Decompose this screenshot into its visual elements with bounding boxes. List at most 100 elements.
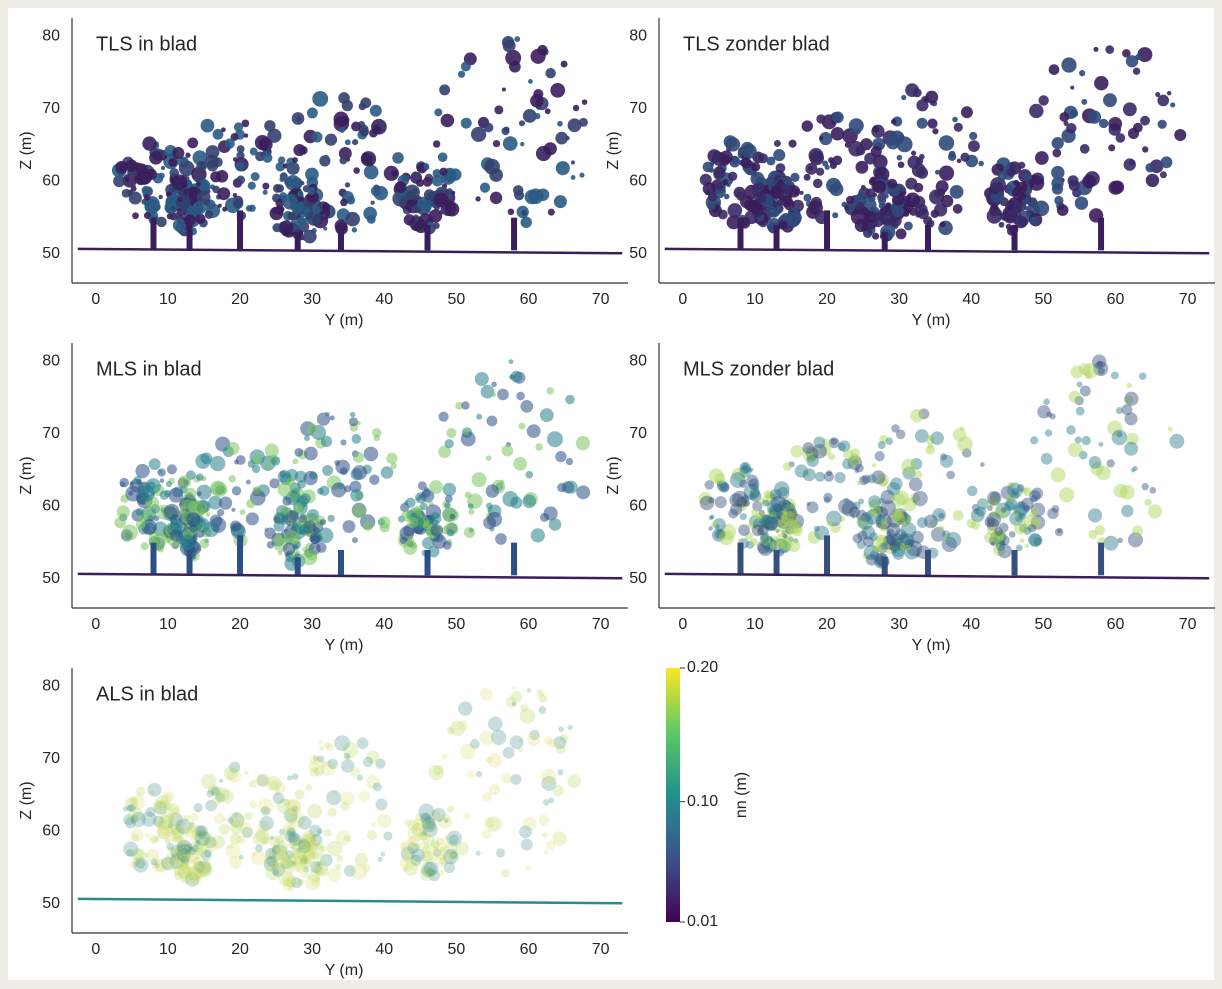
point-cloud-texture	[273, 857, 285, 870]
point-cloud-texture	[440, 113, 455, 128]
point-cloud-texture	[708, 468, 724, 484]
point-cloud-texture	[761, 536, 772, 547]
point-cloud-texture	[518, 120, 526, 127]
point-cloud-texture	[901, 513, 913, 525]
point-cloud-texture	[430, 839, 440, 849]
point-cloud-texture	[426, 868, 435, 877]
y-tick-label: 80	[42, 27, 60, 44]
point-cloud-texture	[394, 181, 407, 194]
point-cloud-texture	[773, 139, 781, 147]
point-cloud-texture	[144, 852, 150, 858]
y-tick-label: 60	[42, 823, 60, 840]
point-cloud-texture	[990, 491, 1001, 502]
point-cloud-texture	[1046, 411, 1053, 418]
point-cloud-texture	[762, 538, 777, 553]
point-cloud-texture	[511, 686, 516, 691]
point-cloud-texture	[822, 160, 829, 167]
point-cloud-texture	[748, 493, 756, 500]
point-cloud-texture	[750, 488, 760, 499]
point-cloud-texture	[362, 520, 374, 531]
point-cloud-texture	[878, 202, 885, 209]
point-cloud-texture	[181, 499, 194, 512]
y-tick-label: 60	[42, 498, 60, 515]
point-cloud-texture	[446, 830, 462, 846]
point-cloud-texture	[343, 835, 350, 842]
point-cloud-texture	[839, 515, 846, 522]
point-cloud-texture	[872, 462, 877, 468]
point-cloud-texture	[915, 553, 920, 558]
point-cloud-texture	[880, 500, 896, 516]
point-cloud-texture	[714, 529, 724, 540]
point-cloud-texture	[153, 801, 168, 815]
point-cloud-texture	[217, 187, 231, 201]
point-cloud-texture	[312, 90, 329, 107]
point-cloud-texture	[529, 729, 540, 741]
point-cloud-texture	[806, 454, 819, 467]
point-cloud-texture	[998, 522, 1009, 533]
point-cloud-texture	[828, 437, 840, 449]
trunk	[511, 217, 518, 251]
x-tick-label: 40	[375, 941, 393, 958]
point-cloud-texture	[971, 503, 979, 512]
point-cloud-texture	[913, 470, 923, 479]
point-cloud-texture	[1068, 179, 1080, 191]
point-cloud-texture	[485, 502, 493, 510]
point-cloud-texture	[293, 144, 306, 157]
point-cloud-texture	[174, 854, 190, 870]
point-cloud-texture	[539, 408, 554, 423]
point-cloud-texture	[736, 496, 748, 508]
point-cloud-texture	[900, 186, 906, 192]
point-cloud-texture	[413, 859, 422, 868]
point-cloud-texture	[871, 470, 886, 485]
point-cloud-texture	[297, 815, 312, 830]
point-cloud-texture	[166, 812, 179, 825]
point-cloud-texture	[407, 825, 424, 842]
point-cloud-texture	[271, 845, 282, 855]
point-cloud-texture	[1127, 532, 1144, 548]
x-tick-label: 0	[678, 616, 687, 633]
x-tick-label: 20	[231, 291, 249, 308]
point-cloud-texture	[990, 176, 1006, 193]
point-cloud-texture	[957, 436, 973, 452]
x-tick-label: 70	[1179, 616, 1197, 633]
point-cloud-texture	[879, 212, 894, 226]
point-cloud-texture	[245, 205, 253, 212]
point-cloud-texture	[491, 392, 496, 398]
point-cloud-texture	[281, 506, 290, 515]
point-cloud-texture	[789, 513, 805, 529]
point-cloud-texture	[217, 203, 222, 208]
point-cloud-texture	[1016, 484, 1025, 492]
point-cloud-texture	[547, 738, 557, 748]
point-cloud-texture	[1076, 381, 1083, 388]
point-cloud-texture	[899, 533, 915, 549]
point-cloud-texture	[868, 495, 881, 509]
point-cloud-texture	[748, 515, 762, 528]
point-cloud-texture	[898, 512, 911, 526]
x-tick-label: 60	[520, 291, 538, 308]
point-cloud-texture	[872, 154, 888, 170]
point-cloud-texture	[175, 194, 191, 210]
point-cloud-texture	[485, 455, 492, 461]
point-cloud-texture	[257, 820, 270, 833]
point-cloud-texture	[879, 435, 888, 444]
point-cloud-texture	[502, 746, 515, 759]
panel-title: ALS in blad	[96, 683, 198, 705]
point-cloud-texture	[1030, 436, 1039, 445]
point-cloud-texture	[1108, 144, 1116, 152]
point-cloud-texture	[915, 203, 928, 216]
point-cloud-texture	[999, 540, 1006, 546]
point-cloud-texture	[489, 191, 503, 205]
point-cloud-texture	[444, 439, 454, 449]
point-cloud-texture	[129, 861, 138, 869]
point-cloud-texture	[437, 818, 442, 823]
point-cloud-texture	[746, 474, 759, 487]
point-cloud-texture	[405, 497, 416, 508]
colorbar-tick-label: 0.10	[687, 793, 718, 810]
point-cloud-texture	[877, 511, 882, 516]
point-cloud-texture	[188, 867, 203, 881]
point-cloud-texture	[130, 828, 144, 842]
point-cloud-texture	[189, 864, 202, 878]
point-cloud-texture	[449, 720, 466, 737]
point-cloud-texture	[407, 819, 420, 832]
point-cloud-texture	[939, 221, 946, 228]
